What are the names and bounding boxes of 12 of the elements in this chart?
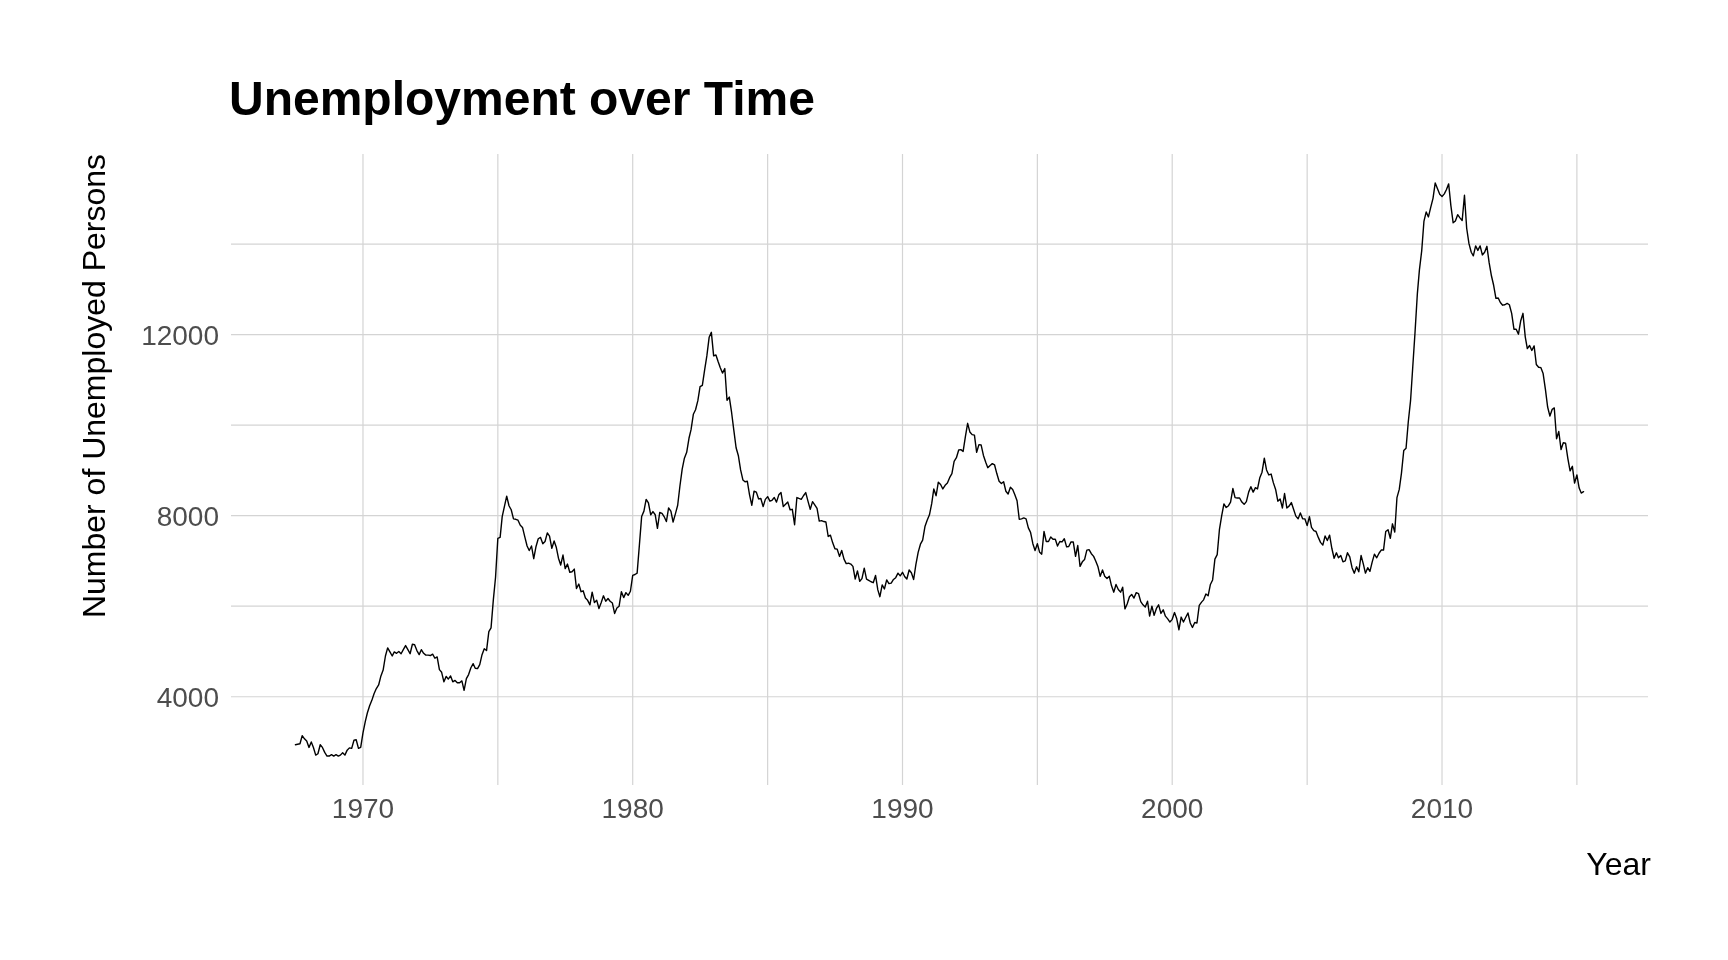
y-axis-title: Number of Unemployed Persons [75, 153, 112, 619]
x-tick-label: 1990 [871, 792, 934, 824]
y-tick-label: 4000 [156, 681, 219, 713]
x-tick-label: 2010 [1410, 792, 1474, 824]
x-tick-label: 1980 [601, 792, 664, 824]
x-tick-label: 1970 [331, 792, 395, 824]
x-axis-title: Year [1586, 846, 1651, 882]
x-tick-label: 2000 [1141, 792, 1204, 824]
line-series [294, 182, 1585, 757]
y-tick-label: 12000 [141, 319, 219, 351]
chart-title: Unemployment over Time [229, 72, 815, 125]
y-tick-label: 8000 [156, 500, 219, 532]
